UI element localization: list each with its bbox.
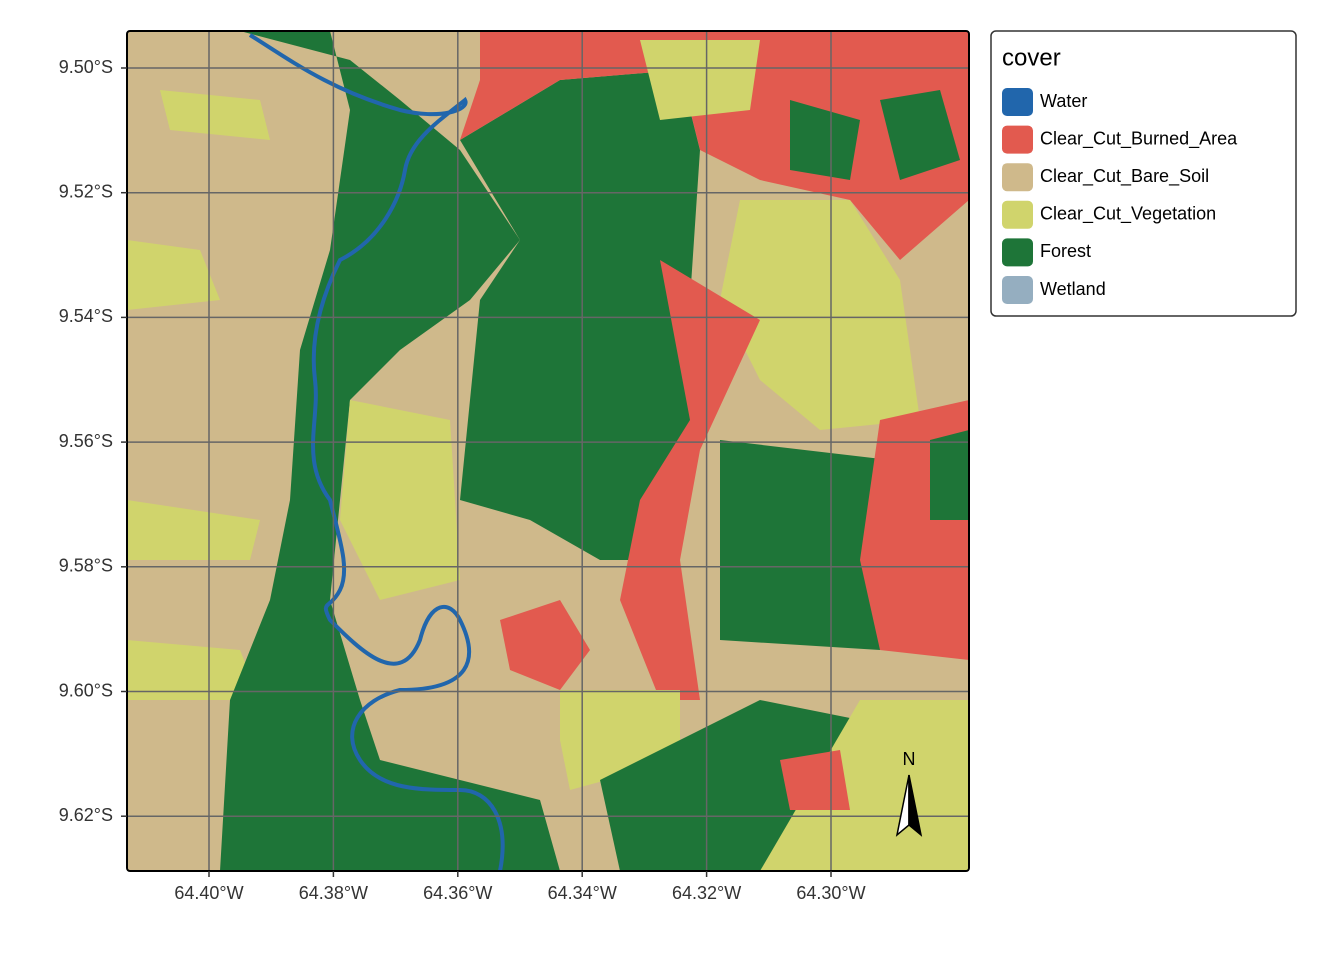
y-label: 9.54°S xyxy=(59,306,113,326)
north-label: N xyxy=(903,749,916,769)
map-frame xyxy=(126,30,970,872)
legend-swatch xyxy=(1002,276,1033,304)
legend-label: Water xyxy=(1040,91,1087,111)
legend-swatch xyxy=(1002,238,1033,267)
legend-label: Forest xyxy=(1040,241,1091,261)
legend-swatch xyxy=(1002,88,1033,116)
x-label: 64.38°W xyxy=(299,883,368,903)
y-label: 9.58°S xyxy=(59,556,113,576)
y-label: 9.60°S xyxy=(59,680,113,700)
x-label: 64.30°W xyxy=(796,883,865,903)
legend-swatch xyxy=(1002,200,1033,229)
north-arrow: N xyxy=(895,749,923,837)
y-label: 9.50°S xyxy=(59,57,113,77)
y-label: 9.62°S xyxy=(59,805,113,825)
legend-label: Clear_Cut_Vegetation xyxy=(1040,204,1216,225)
legend-swatch xyxy=(1002,163,1033,192)
x-label: 64.40°W xyxy=(174,883,243,903)
x-label: 64.36°W xyxy=(423,883,492,903)
legend-box xyxy=(990,30,1297,317)
x-label: 64.32°W xyxy=(672,883,741,903)
x-label: 64.34°W xyxy=(548,883,617,903)
legend-title: cover xyxy=(1002,44,1061,71)
legend-label: Wetland xyxy=(1040,279,1106,299)
legend-label: Clear_Cut_Burned_Area xyxy=(1040,128,1238,149)
legend-label: Clear_Cut_Bare_Soil xyxy=(1040,166,1209,187)
land-cover-raster xyxy=(127,31,969,871)
y-label: 9.52°S xyxy=(59,181,113,201)
legend-swatch xyxy=(1002,125,1033,154)
y-label: 9.56°S xyxy=(59,431,113,451)
